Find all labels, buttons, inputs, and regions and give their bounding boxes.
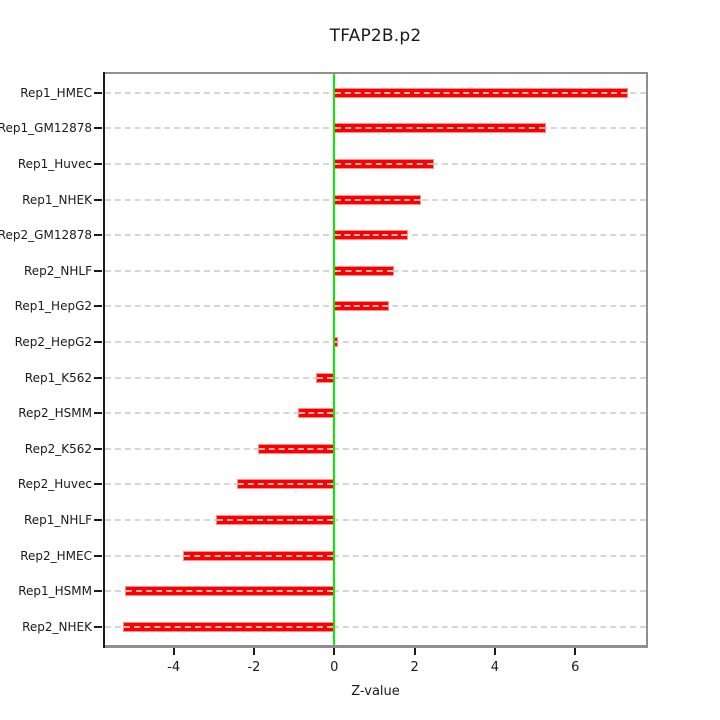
bar-dash-pattern [335,234,408,237]
bar [258,443,335,454]
y-tick [94,91,102,94]
x-tick-label: -4 [167,660,181,675]
gridline [105,376,646,379]
bar [237,479,335,490]
category-label: Rep2_GM12878 [0,228,92,243]
y-tick [94,483,102,486]
bar [125,586,335,597]
gridline [105,518,646,521]
gridline [105,483,646,486]
category-label: Rep1_GM12878 [0,121,92,136]
x-tick-label: 4 [490,660,500,675]
bar-dash-pattern [335,269,394,272]
x-tick [493,648,496,655]
zero-line [333,72,336,648]
plot-area: Z-value Rep1_HMEC Rep1_GM12878 Rep1_Huvec R… [0,72,648,699]
bar [334,230,409,241]
x-tick [413,648,416,655]
bar [215,514,335,525]
x-tick-label: 6 [571,660,580,675]
bar [183,550,335,561]
bar-dash-pattern [259,447,334,450]
plot-border-top [103,72,648,74]
y-tick [94,590,102,593]
gridline [105,590,646,593]
bar [334,158,435,169]
bar [334,194,421,205]
category-label: Rep1_K562 [24,370,92,385]
bar-dash-pattern [335,198,420,201]
category-label: Rep1_NHLF [23,512,92,527]
y-tick [94,234,102,237]
bar-dash-pattern [335,305,388,308]
x-tick [172,648,175,655]
gridline [105,412,646,415]
bar [123,621,335,632]
gridline [105,554,646,557]
bar-dash-pattern [184,554,334,557]
y-tick [94,269,102,272]
y-tick [94,162,102,165]
bar-dash-pattern [238,483,334,486]
y-tick [94,625,102,628]
bar-dash-pattern [126,590,334,593]
gridline [105,447,646,450]
category-label: Rep2_HepG2 [14,334,92,349]
category-label: Rep1_HSMM [18,584,92,599]
y-tick [94,412,102,415]
y-tick [94,127,102,130]
x-tick-label: -2 [247,660,261,675]
x-axis-label: Z-value [351,684,400,699]
plot-border-right [646,72,648,648]
category-label: Rep1_Huvec [17,156,92,171]
category-label: Rep2_K562 [24,441,92,456]
y-tick [94,376,102,379]
x-tick-label: 2 [410,660,419,675]
y-tick [94,447,102,450]
bar [334,123,546,134]
y-tick [94,518,102,521]
chart-title: TFAP2B.p2 [329,26,422,46]
x-tick [574,648,577,655]
x-tick [333,648,336,655]
bar [297,408,335,419]
bar-dash-pattern [124,625,334,628]
category-label: Rep2_Huvec [17,477,92,492]
bar-dash-pattern [216,518,334,521]
category-label: Rep2_NHEK [22,619,92,634]
bar [334,301,389,312]
category-label: Rep2_HSMM [18,406,92,421]
y-tick [94,198,102,201]
category-label: Rep2_NHLF [23,263,92,278]
y-tick [94,305,102,308]
bar-dash-pattern [335,162,434,165]
bar-dash-pattern [298,412,334,415]
x-tick [252,648,255,655]
gridline [105,340,646,343]
category-label: Rep1_HepG2 [14,299,92,314]
category-label: Rep2_HMEC [20,548,92,563]
x-tick-label: 0 [330,660,339,675]
bar-dash-pattern [335,91,627,94]
gridline [105,625,646,628]
y-axis-line [103,72,105,648]
category-label: Rep1_HMEC [20,85,92,100]
bar [334,265,395,276]
bar-dash-pattern [335,127,545,130]
bar [334,87,628,98]
y-tick [94,554,102,557]
bar-dash-pattern [316,376,334,379]
category-label: Rep1_NHEK [22,192,92,207]
bar [315,372,335,383]
bar-dash-pattern [335,340,337,343]
y-tick [94,340,102,343]
plot-border-bottom [103,645,648,648]
